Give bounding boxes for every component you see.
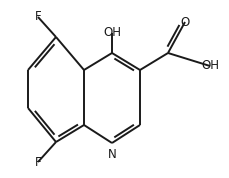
Text: O: O [180,15,189,28]
Text: OH: OH [200,59,218,72]
Text: F: F [35,11,41,23]
Text: OH: OH [103,27,120,40]
Text: N: N [107,148,116,161]
Text: F: F [35,156,41,169]
